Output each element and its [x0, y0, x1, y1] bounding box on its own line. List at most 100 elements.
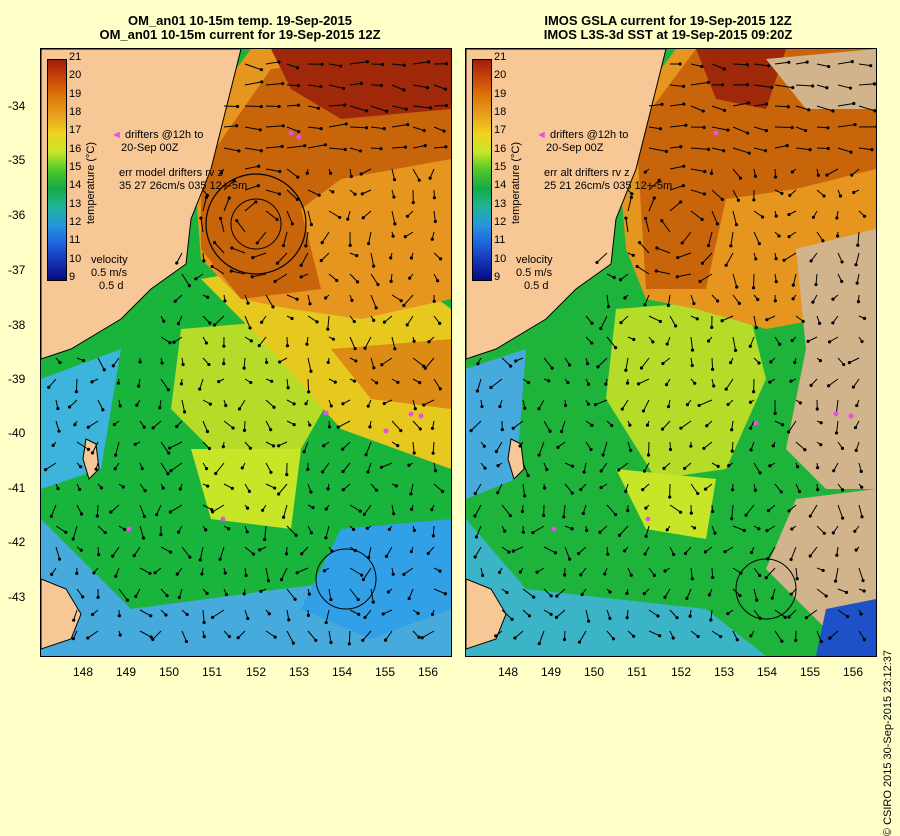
velocity-arrow-head — [293, 423, 296, 426]
velocity-arrow-head — [251, 256, 254, 259]
velocity-arrow-head — [473, 514, 476, 517]
velocity-arrow-head — [367, 242, 370, 245]
velocity-arrow-head — [825, 594, 828, 597]
velocity-arrow-head — [723, 67, 726, 70]
velocity-arrow-head — [710, 172, 713, 175]
x-tick: 156 — [408, 665, 448, 679]
x-tick: 153 — [704, 665, 744, 679]
velocity-arrow-head — [841, 517, 844, 520]
velocity-arrow-head — [685, 597, 688, 600]
velocity-arrow-head — [392, 512, 395, 515]
velocity-arrow-head — [791, 126, 794, 129]
velocity-arrow-head — [222, 345, 225, 348]
velocity-arrow-head — [413, 529, 416, 532]
velocity-arrow-head — [619, 278, 622, 281]
colorbar-tick-label: 13 — [494, 198, 506, 210]
velocity-arrow-head — [404, 146, 407, 149]
velocity-arrow-head — [282, 516, 285, 519]
left-title: OM_an01 10-15m temp. 19-Sep-2015 OM_an01… — [30, 14, 450, 42]
velocity-arrow-head — [432, 534, 435, 537]
colorbar-tick-label: 16 — [69, 143, 81, 155]
velocity-arrow-head — [568, 558, 571, 561]
velocity-arrow-head — [791, 339, 794, 342]
velocity-arrow-head — [571, 465, 574, 468]
velocity-arrow-head — [206, 430, 209, 433]
velocity-arrow-head — [754, 175, 757, 178]
right-title-line2: IMOS L3S-3d SST at 19-Sep-2015 09:20Z — [458, 28, 878, 42]
velocity-arrow-head — [75, 390, 78, 393]
velocity-arrow-head — [278, 360, 281, 363]
velocity-arrow-head — [860, 515, 863, 518]
velocity-arrow-head — [259, 128, 262, 131]
velocity-arrow-head — [666, 528, 669, 531]
velocity-arrow-head — [317, 107, 320, 110]
velocity-arrow-head — [367, 556, 370, 559]
velocity-arrow-head — [656, 614, 659, 617]
velocity-arrow-head — [203, 635, 206, 638]
velocity-arrow-head — [513, 636, 516, 639]
velocity-arrow-head — [475, 535, 478, 538]
velocity-arrow-head — [578, 640, 581, 643]
velocity-arrow-head — [749, 634, 752, 637]
velocity-arrow-head — [754, 489, 757, 492]
colorbar-tick-label: 19 — [494, 88, 506, 100]
velocity-arrow-head — [827, 384, 830, 387]
velocity-arrow-head — [320, 63, 323, 66]
velocity-arrow-head — [722, 149, 725, 152]
velocity-arrow-head — [587, 383, 590, 386]
velocity-arrow-head — [672, 636, 675, 639]
velocity-arrow-head — [731, 450, 734, 453]
velocity-arrow-head — [691, 348, 694, 351]
velocity-arrow-head — [436, 279, 439, 282]
velocity-arrow-head — [149, 614, 152, 617]
velocity-arrow-head — [816, 488, 819, 491]
x-tick: 154 — [747, 665, 787, 679]
velocity-arrow-head — [393, 347, 396, 350]
velocity-arrow-head — [307, 390, 310, 393]
velocity-arrow-head — [78, 488, 81, 491]
velocity-arrow-head — [122, 485, 125, 488]
velocity-arrow — [308, 379, 309, 392]
velocity-arrow-head — [143, 425, 146, 428]
velocity-arrow-head — [213, 323, 216, 326]
velocity-arrow-head — [512, 550, 515, 553]
velocity-arrow-head — [725, 264, 728, 267]
velocity-arrow-head — [850, 174, 853, 177]
velocity-arrow-head — [246, 507, 249, 510]
velocity-arrow-head — [637, 382, 640, 385]
velocity-arrow-head — [563, 638, 566, 641]
velocity-arrow-head — [750, 551, 753, 554]
velocity-arrow-head — [699, 280, 702, 283]
velocity-arrow-head — [381, 63, 384, 66]
velocity-arrow-head — [431, 238, 434, 241]
velocity-arrow-head — [274, 635, 277, 638]
velocity-arrow-head — [372, 265, 375, 268]
velocity-arrow-head — [393, 222, 396, 225]
velocity-arrow-head — [766, 557, 769, 560]
velocity-arrow — [733, 64, 747, 65]
colorbar-tick-label: 15 — [69, 161, 81, 173]
velocity-arrow-head — [754, 257, 757, 260]
velocity-arrow-head — [730, 428, 733, 431]
velocity-arrow-head — [194, 277, 197, 280]
velocity-arrow-head — [309, 490, 312, 493]
velocity-arrow-head — [57, 429, 60, 432]
velocity-arrow-head — [777, 234, 780, 237]
velocity-speed: 0.5 m/s — [91, 267, 127, 279]
velocity-arrow-head — [767, 64, 770, 67]
velocity-arrow-head — [604, 383, 607, 386]
velocity-arrow-head — [64, 531, 67, 534]
velocity-arrow-head — [418, 179, 421, 182]
velocity-arrow-head — [162, 320, 165, 323]
velocity-arrow-head — [424, 144, 427, 147]
velocity-arrow-head — [175, 261, 178, 264]
velocity-arrow-head — [705, 424, 708, 427]
velocity-arrow-head — [832, 469, 835, 472]
velocity-arrow-head — [555, 616, 558, 619]
copyright-text: © CSIRO 2015 30-Sep-2015 23:12:37 — [882, 650, 894, 836]
velocity-label: velocity — [516, 254, 553, 266]
velocity-arrow-head — [393, 178, 396, 181]
velocity-arrow-head — [563, 573, 566, 576]
